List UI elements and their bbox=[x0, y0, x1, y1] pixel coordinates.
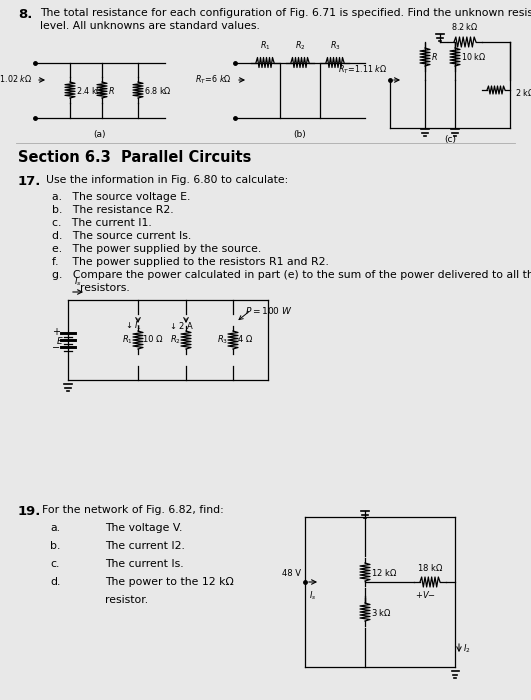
Text: 3 k$\Omega$: 3 k$\Omega$ bbox=[371, 606, 392, 617]
Text: 18 k$\Omega$: 18 k$\Omega$ bbox=[417, 562, 443, 573]
Text: The current Is.: The current Is. bbox=[105, 559, 184, 569]
Text: d.: d. bbox=[50, 577, 61, 587]
Text: Section 6.3  Parallel Circuits: Section 6.3 Parallel Circuits bbox=[18, 150, 251, 165]
Text: 8.2 k$\Omega$: 8.2 k$\Omega$ bbox=[451, 21, 478, 32]
Text: $\downarrow$2 A: $\downarrow$2 A bbox=[168, 320, 194, 331]
Text: The total resistance for each configuration of Fig. 6.71 is specified. Find the : The total resistance for each configurat… bbox=[40, 8, 531, 18]
Text: a.   The source voltage E.: a. The source voltage E. bbox=[52, 192, 191, 202]
Text: Use the information in Fig. 6.80 to calculate:: Use the information in Fig. 6.80 to calc… bbox=[46, 175, 288, 185]
Text: 4 Ω: 4 Ω bbox=[238, 335, 252, 344]
Text: $E$: $E$ bbox=[56, 335, 64, 346]
Text: (a): (a) bbox=[94, 130, 106, 139]
Text: level. All unknowns are standard values.: level. All unknowns are standard values. bbox=[40, 21, 260, 31]
Text: c.: c. bbox=[50, 559, 59, 569]
Text: For the network of Fig. 6.82, find:: For the network of Fig. 6.82, find: bbox=[42, 505, 224, 515]
Text: $R_T\!=\!1.11\ k\Omega$: $R_T\!=\!1.11\ k\Omega$ bbox=[338, 64, 387, 76]
Text: $R_T\!=\!1.02\ k\Omega$: $R_T\!=\!1.02\ k\Omega$ bbox=[0, 74, 32, 86]
Text: $R_1$: $R_1$ bbox=[260, 40, 270, 52]
Text: $R_2$: $R_2$ bbox=[295, 40, 305, 52]
Text: $P = 100\ W$: $P = 100\ W$ bbox=[245, 304, 293, 316]
Text: (c): (c) bbox=[444, 135, 456, 144]
Text: 10 Ω: 10 Ω bbox=[143, 335, 162, 344]
Text: +$V$−: +$V$− bbox=[415, 589, 435, 600]
Text: The voltage V.: The voltage V. bbox=[105, 523, 182, 533]
Text: −: − bbox=[52, 343, 60, 353]
Text: $\downarrow$$I_1$: $\downarrow$$I_1$ bbox=[124, 320, 142, 332]
Text: $I_2$: $I_2$ bbox=[463, 643, 470, 655]
Text: $I_s$: $I_s$ bbox=[74, 276, 82, 288]
Text: 8.: 8. bbox=[18, 8, 32, 21]
Text: 6.8 k$\Omega$: 6.8 k$\Omega$ bbox=[144, 85, 172, 95]
Text: e.   The power supplied by the source.: e. The power supplied by the source. bbox=[52, 244, 261, 254]
Text: $R_T\!=\!6\ k\Omega$: $R_T\!=\!6\ k\Omega$ bbox=[195, 74, 232, 86]
Text: c.   The current I1.: c. The current I1. bbox=[52, 218, 152, 228]
Text: $R_2$: $R_2$ bbox=[170, 334, 181, 346]
Text: d.   The source current Is.: d. The source current Is. bbox=[52, 231, 191, 241]
Text: g.   Compare the power calculated in part (e) to the sum of the power delivered : g. Compare the power calculated in part … bbox=[52, 270, 531, 280]
Text: $R$: $R$ bbox=[431, 52, 438, 62]
Text: $R_3$: $R_3$ bbox=[217, 334, 228, 346]
Text: $R$: $R$ bbox=[108, 85, 115, 95]
Text: b.: b. bbox=[50, 541, 61, 551]
Text: 17.: 17. bbox=[18, 175, 41, 188]
Text: (b): (b) bbox=[294, 130, 306, 139]
Text: 19.: 19. bbox=[18, 505, 41, 518]
Text: $R_3$: $R_3$ bbox=[330, 40, 340, 52]
Text: 12 k$\Omega$: 12 k$\Omega$ bbox=[371, 566, 397, 578]
Text: The power to the 12 kΩ: The power to the 12 kΩ bbox=[105, 577, 234, 587]
Text: 2 k$\Omega$: 2 k$\Omega$ bbox=[515, 87, 531, 97]
Text: 10 k$\Omega$: 10 k$\Omega$ bbox=[461, 52, 486, 62]
Text: f.    The power supplied to the resistors R1 and R2.: f. The power supplied to the resistors R… bbox=[52, 257, 329, 267]
Text: $R_1$: $R_1$ bbox=[122, 334, 133, 346]
Text: 48 V: 48 V bbox=[282, 570, 301, 578]
Text: b.   The resistance R2.: b. The resistance R2. bbox=[52, 205, 174, 215]
Text: +: + bbox=[52, 327, 60, 337]
Text: a.: a. bbox=[50, 523, 60, 533]
Text: The current I2.: The current I2. bbox=[105, 541, 185, 551]
Text: resistors.: resistors. bbox=[52, 283, 130, 293]
Text: 2.4 k$\Omega$: 2.4 k$\Omega$ bbox=[76, 85, 104, 95]
Text: resistor.: resistor. bbox=[105, 595, 148, 605]
Text: $I_s$: $I_s$ bbox=[309, 590, 316, 603]
